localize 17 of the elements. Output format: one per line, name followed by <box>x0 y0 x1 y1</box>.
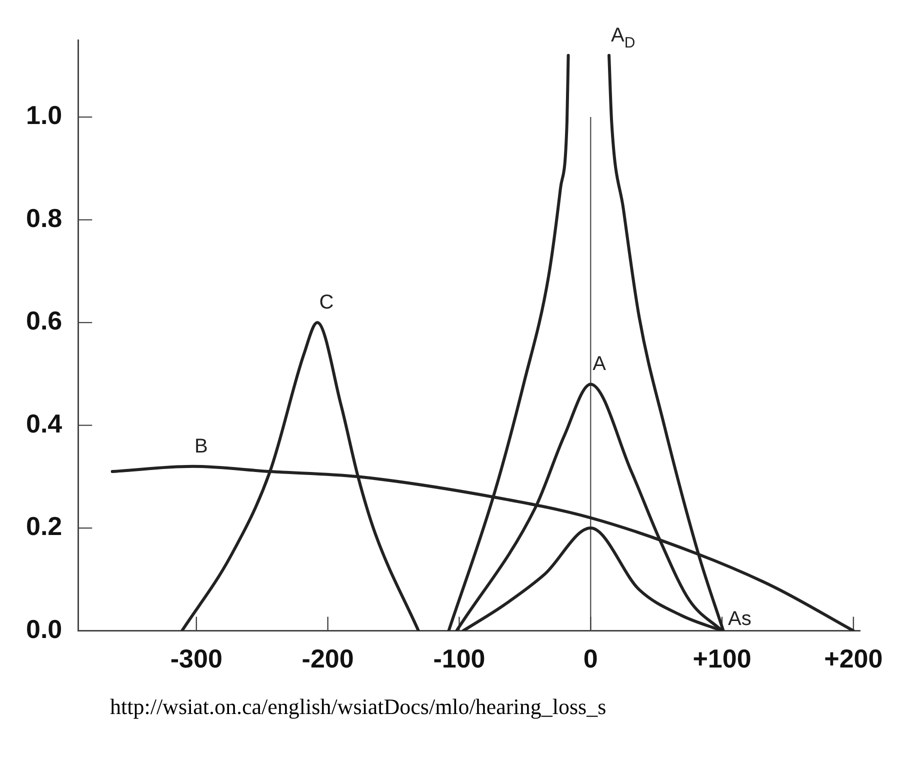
y-tick-label: 0.6 <box>26 306 62 336</box>
x-tick-label: 0 <box>583 644 598 674</box>
y-tick-label: 0.4 <box>26 408 63 438</box>
series-label: As <box>728 608 752 630</box>
text: http://wsiat.on.ca/english/wsiatDocs/mlo/hearing_loss_s <box>110 694 608 720</box>
x-tick-label: -300 <box>170 644 222 674</box>
x-tick-label: -100 <box>433 644 486 674</box>
series-label: C <box>319 292 334 314</box>
y-tick-label: 0.0 <box>26 614 62 644</box>
y-tick-label: 1.0 <box>26 100 62 130</box>
x-tick-label: +100 <box>692 644 752 674</box>
x-tick-label: +200 <box>824 644 883 674</box>
x-tick-label: -200 <box>302 644 354 674</box>
series-label: A <box>592 353 607 376</box>
y-tick-label: 0.2 <box>26 511 62 542</box>
series-label: B <box>194 435 208 458</box>
y-tick-label: 0.8 <box>26 202 62 233</box>
